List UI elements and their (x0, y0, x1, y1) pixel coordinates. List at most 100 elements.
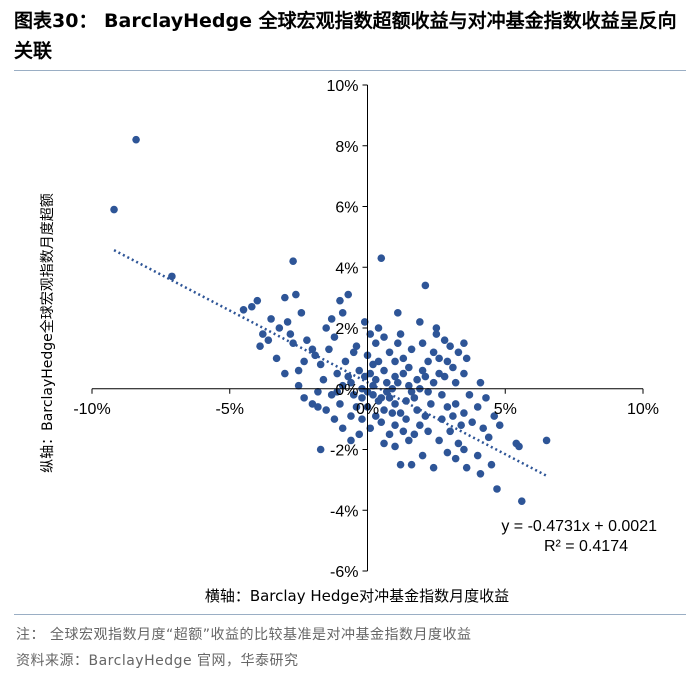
data-point (281, 293, 289, 302)
x-tick-label: -5% (216, 401, 244, 418)
data-point (132, 135, 140, 144)
data-point (344, 290, 353, 299)
data-point (424, 427, 432, 436)
y-tick-label: 6% (335, 200, 358, 217)
data-point (259, 330, 267, 338)
data-point (416, 318, 424, 326)
r-squared: R² = 0.4174 (544, 538, 628, 555)
data-point (410, 394, 419, 402)
data-point (482, 394, 490, 402)
data-point (380, 439, 388, 448)
data-point (476, 378, 485, 387)
data-point (380, 366, 388, 375)
data-point (336, 296, 344, 305)
data-point (460, 339, 468, 347)
data-point (410, 430, 419, 439)
data-point (371, 375, 380, 384)
data-point (311, 351, 319, 360)
data-point (515, 442, 523, 451)
data-point (385, 394, 394, 402)
data-point (438, 391, 446, 399)
data-point (371, 339, 380, 347)
data-point (487, 460, 496, 469)
data-point (476, 470, 485, 478)
data-point (394, 339, 402, 347)
data-point (435, 354, 443, 363)
data-point (300, 357, 308, 366)
data-point (168, 272, 176, 281)
data-point (405, 363, 413, 372)
data-point (391, 400, 399, 408)
data-point (451, 454, 460, 463)
data-point (344, 372, 353, 381)
data-point (495, 421, 504, 430)
data-point (421, 281, 430, 290)
data-point (347, 436, 355, 445)
data-point (281, 369, 289, 378)
data-point (460, 409, 468, 417)
data-point (443, 448, 452, 457)
data-point (385, 430, 394, 439)
chart-note: 注： 全球宏观指数月度“超额”收益的比较基准是对冲基金指数月度收益 (16, 627, 472, 643)
data-point (451, 400, 460, 408)
data-point (405, 436, 413, 445)
data-point (294, 366, 303, 375)
data-point (465, 391, 474, 399)
data-point (377, 394, 386, 402)
data-point (338, 381, 347, 390)
data-point (358, 394, 366, 402)
data-point (358, 415, 366, 423)
data-point (407, 345, 416, 354)
data-point (275, 324, 284, 332)
data-point (322, 406, 330, 414)
data-point (300, 394, 308, 402)
data-point (391, 357, 399, 366)
data-point (421, 372, 430, 381)
data-point (396, 460, 405, 469)
data-point (435, 436, 443, 445)
data-point (253, 296, 262, 305)
data-point (267, 315, 275, 323)
data-point (440, 336, 449, 344)
data-point (402, 397, 410, 405)
data-point (399, 427, 408, 436)
data-point (399, 354, 408, 363)
data-point (449, 363, 457, 372)
y-tick-label: 2% (335, 321, 358, 338)
data-point (396, 330, 405, 338)
y-tick-label: -6% (330, 564, 358, 581)
data-point (294, 381, 303, 390)
source-note: 资料来源：BarclayHedge 官网，华泰研究 (16, 653, 299, 669)
data-point (449, 412, 457, 420)
data-point (338, 309, 347, 317)
x-axis-label: 横轴：Barclay Hedge对冲基金指数月度收益 (205, 587, 509, 605)
data-point (413, 406, 421, 414)
data-point (462, 463, 471, 472)
data-point (308, 400, 317, 408)
data-point (341, 357, 350, 366)
data-point (413, 375, 421, 384)
data-point (424, 387, 432, 396)
data-point (256, 342, 264, 351)
data-point (454, 439, 463, 448)
data-point (380, 406, 388, 414)
data-point (366, 369, 375, 378)
data-point (443, 357, 452, 366)
data-point (371, 412, 380, 420)
data-point (421, 412, 430, 420)
chart-title: 图表30： BarclayHedge 全球宏观指数超额收益与对冲基金指数收益呈反… (14, 10, 677, 62)
data-point (289, 257, 297, 265)
data-point (391, 372, 399, 381)
data-point (484, 433, 493, 442)
data-point (308, 345, 317, 354)
data-point (377, 254, 386, 262)
data-point (451, 378, 460, 387)
data-point (374, 357, 383, 366)
y-tick-label: 8% (335, 139, 358, 156)
data-point (349, 348, 358, 357)
data-point (391, 421, 399, 430)
data-point (330, 333, 339, 341)
data-point (382, 378, 391, 387)
data-point (330, 415, 339, 423)
data-point (316, 360, 325, 369)
